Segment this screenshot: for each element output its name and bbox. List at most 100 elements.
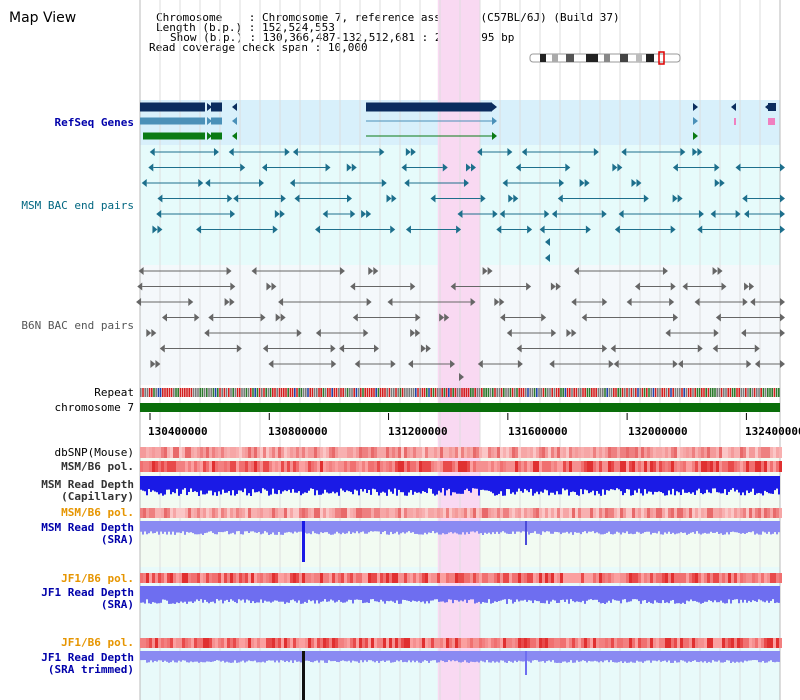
msm-capillary-depth-bar: [362, 476, 364, 492]
msm-sra-depth-bar: [438, 521, 440, 535]
msm-pol-cell: [527, 461, 530, 472]
msm-pol2-cell: [221, 508, 224, 518]
msm-pol-cell: [656, 461, 659, 472]
msm-sra-depth-bar: [530, 521, 532, 534]
jf1-sra-depth-bar: [498, 586, 500, 602]
jf1-trimmed-depth-bar: [370, 651, 372, 661]
jf1-pol2-cell: [755, 638, 758, 648]
b6n-bac-pair-end: [677, 360, 683, 368]
msm-bac-pair-end: [735, 210, 741, 218]
jf1-trimmed-depth-bar: [696, 651, 698, 662]
dbsnp-cell: [356, 447, 359, 458]
msm-pol2-cell: [290, 508, 293, 518]
jf1-sra-depth-bar: [460, 586, 462, 601]
msm-capillary-depth-bar: [394, 476, 396, 489]
repeat-feature: [164, 388, 166, 397]
msm-capillary-depth-bar: [492, 476, 494, 494]
jf1-sra-depth-bar: [504, 586, 506, 600]
repeat-feature: [351, 388, 353, 397]
jf1-pol-cell: [650, 573, 653, 583]
jf1-sra-depth-bar: [466, 586, 468, 603]
msm-pol-cell: [554, 461, 557, 472]
jf1-sra-depth-bar: [334, 586, 336, 603]
repeat-feature: [659, 388, 661, 397]
dbsnp-cell: [530, 447, 533, 458]
b6n-bac-pair-end: [670, 282, 676, 291]
msm-sra-depth-bar: [758, 521, 760, 535]
jf1-pol2-cell: [638, 638, 641, 648]
jf1-sra-depth-bar: [160, 586, 162, 603]
msm-pol-cell: [614, 461, 617, 472]
msm-capillary-depth-bar: [426, 476, 428, 494]
msm-bac-pair-end: [672, 194, 678, 203]
msm-pol-cell: [167, 461, 170, 472]
jf1-pol2-cell: [494, 638, 497, 648]
jf1-sra-depth-bar: [730, 586, 732, 604]
jf1-trimmed-depth-bar: [352, 651, 354, 661]
jf1-trimmed-depth-bar: [430, 651, 432, 661]
msm-pol-cell: [668, 461, 671, 472]
repeat-feature: [619, 388, 622, 397]
msm-pol-cell: [284, 461, 287, 472]
msm-pol2-cell: [242, 508, 245, 518]
msm-pol2-cell: [482, 508, 485, 518]
jf1-sra-depth-bar: [158, 586, 160, 604]
repeat-feature: [404, 388, 406, 397]
jf1-pol-cell: [614, 573, 617, 583]
jf1-sra-depth-bar: [692, 586, 694, 602]
jf1-sra-depth-bar: [540, 586, 542, 604]
repeat-feature: [575, 388, 578, 397]
repeat-feature: [749, 388, 751, 397]
jf1-pol2-cell: [179, 638, 182, 648]
jf1-pol-cell: [602, 573, 605, 583]
msm-capillary-depth-bar: [350, 476, 352, 492]
msm-pol-cell: [653, 461, 656, 472]
jf1-sra-depth-bar: [408, 586, 410, 602]
jf1-trimmed-depth-bar: [452, 651, 454, 661]
b6n-bac-pair-end: [741, 329, 747, 337]
jf1-sra-depth-bar: [352, 586, 354, 604]
msm-capillary-depth-bar: [188, 476, 190, 492]
jf1-trimmed-depth-bar: [396, 651, 398, 661]
msm-sra-depth-bar: [332, 521, 334, 535]
msm-pol-cell: [707, 461, 710, 472]
msm-pol2-cell: [566, 508, 569, 518]
repeat-feature: [760, 388, 762, 397]
repeat-feature: [637, 388, 639, 397]
jf1-pol-cell: [653, 573, 656, 583]
jf1-trimmed-depth-bar: [408, 651, 410, 661]
jf1-trimmed-depth-bar: [598, 651, 600, 663]
jf1-pol-cell: [194, 573, 197, 583]
jf1-pol-cell: [281, 573, 284, 583]
jf1-pol2-cell: [449, 638, 452, 648]
msm-pol-cell: [632, 461, 635, 472]
jf1-trimmed-depth-bar: [394, 651, 396, 662]
msm-capillary-depth-bar: [354, 476, 356, 490]
msm-pol2-cell: [716, 508, 719, 518]
msm-bac-pair-end: [565, 163, 571, 172]
jf1-pol-cell: [620, 573, 623, 583]
jf1-trimmed-depth-bar: [634, 651, 636, 663]
msm-capillary-depth-bar: [242, 476, 244, 493]
jf1-pol2-cell: [710, 638, 713, 648]
jf1-sra-depth-bar: [166, 586, 168, 601]
jf1-pol-cell: [722, 573, 725, 583]
jf1-pol-cell: [497, 573, 500, 583]
jf1-pol-cell: [500, 573, 503, 583]
jf1-sra-depth-bar: [700, 586, 702, 604]
jf1-sra-depth-bar: [602, 586, 604, 604]
msm-bac-pair-end: [391, 194, 397, 203]
msm-capillary-depth-bar: [618, 476, 620, 490]
repeat-feature: [287, 388, 289, 397]
msm-pol-cell: [701, 461, 704, 472]
repeat-feature: [577, 388, 580, 397]
jf1-pol-cell: [569, 573, 572, 583]
msm-pol-cell: [596, 461, 599, 472]
msm-pol2-cell: [248, 508, 251, 518]
jf1-trimmed-depth-bar: [272, 651, 274, 661]
jf1-pol-cell: [398, 573, 401, 583]
msm-capillary-depth-bar: [538, 476, 540, 495]
msm-capillary-depth-bar: [718, 476, 720, 493]
msm-capillary-depth-bar: [230, 476, 232, 496]
